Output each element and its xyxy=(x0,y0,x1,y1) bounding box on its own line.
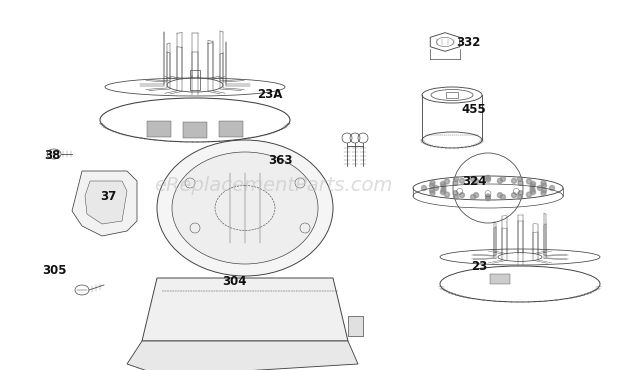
FancyBboxPatch shape xyxy=(219,121,243,137)
FancyBboxPatch shape xyxy=(147,121,171,137)
Circle shape xyxy=(453,194,459,199)
Circle shape xyxy=(453,191,458,196)
Circle shape xyxy=(453,176,459,182)
Circle shape xyxy=(471,176,476,182)
Circle shape xyxy=(497,193,502,198)
Circle shape xyxy=(485,196,490,201)
Circle shape xyxy=(518,180,523,185)
Circle shape xyxy=(518,191,523,196)
Circle shape xyxy=(541,188,546,193)
Text: eReplacementParts.com: eReplacementParts.com xyxy=(154,175,392,195)
Circle shape xyxy=(485,177,490,182)
Polygon shape xyxy=(85,181,127,224)
Text: 324: 324 xyxy=(462,175,487,188)
Circle shape xyxy=(471,195,476,199)
Circle shape xyxy=(497,178,502,184)
Circle shape xyxy=(531,181,536,186)
Circle shape xyxy=(445,192,449,197)
Ellipse shape xyxy=(172,152,318,264)
FancyBboxPatch shape xyxy=(490,274,510,284)
Circle shape xyxy=(512,193,516,198)
Circle shape xyxy=(541,183,546,188)
Circle shape xyxy=(441,187,446,192)
Circle shape xyxy=(453,180,458,185)
Circle shape xyxy=(518,176,523,182)
Circle shape xyxy=(441,184,446,189)
Circle shape xyxy=(485,194,490,199)
Ellipse shape xyxy=(157,140,333,276)
Circle shape xyxy=(530,187,535,192)
Text: 363: 363 xyxy=(268,154,293,168)
Polygon shape xyxy=(127,341,358,370)
Circle shape xyxy=(500,176,505,182)
Circle shape xyxy=(433,185,438,191)
Circle shape xyxy=(485,175,490,180)
Circle shape xyxy=(538,185,542,191)
Text: 304: 304 xyxy=(222,275,247,288)
Circle shape xyxy=(422,185,427,191)
Text: 23: 23 xyxy=(471,260,487,273)
Circle shape xyxy=(430,191,435,196)
Circle shape xyxy=(500,195,505,199)
Circle shape xyxy=(459,193,464,198)
Circle shape xyxy=(445,179,449,184)
Circle shape xyxy=(541,191,546,196)
Text: 23A: 23A xyxy=(257,88,283,101)
Circle shape xyxy=(430,181,435,185)
Circle shape xyxy=(430,188,435,193)
FancyBboxPatch shape xyxy=(446,92,458,98)
Circle shape xyxy=(512,178,516,183)
Text: 38: 38 xyxy=(45,149,61,162)
Circle shape xyxy=(440,190,445,195)
Circle shape xyxy=(474,193,479,198)
Text: 332: 332 xyxy=(456,36,480,49)
Circle shape xyxy=(541,181,546,185)
FancyBboxPatch shape xyxy=(183,122,207,138)
Circle shape xyxy=(549,185,554,191)
Circle shape xyxy=(459,178,464,183)
Circle shape xyxy=(440,181,445,186)
Circle shape xyxy=(530,184,535,189)
Circle shape xyxy=(526,192,531,197)
Circle shape xyxy=(430,183,435,188)
Text: 455: 455 xyxy=(462,102,487,116)
Polygon shape xyxy=(72,171,137,236)
Circle shape xyxy=(531,190,536,195)
Text: 305: 305 xyxy=(42,263,67,277)
Circle shape xyxy=(518,194,523,199)
Circle shape xyxy=(526,179,531,184)
Text: 37: 37 xyxy=(100,189,117,203)
Polygon shape xyxy=(142,278,348,341)
Circle shape xyxy=(474,178,479,184)
FancyBboxPatch shape xyxy=(348,316,363,336)
